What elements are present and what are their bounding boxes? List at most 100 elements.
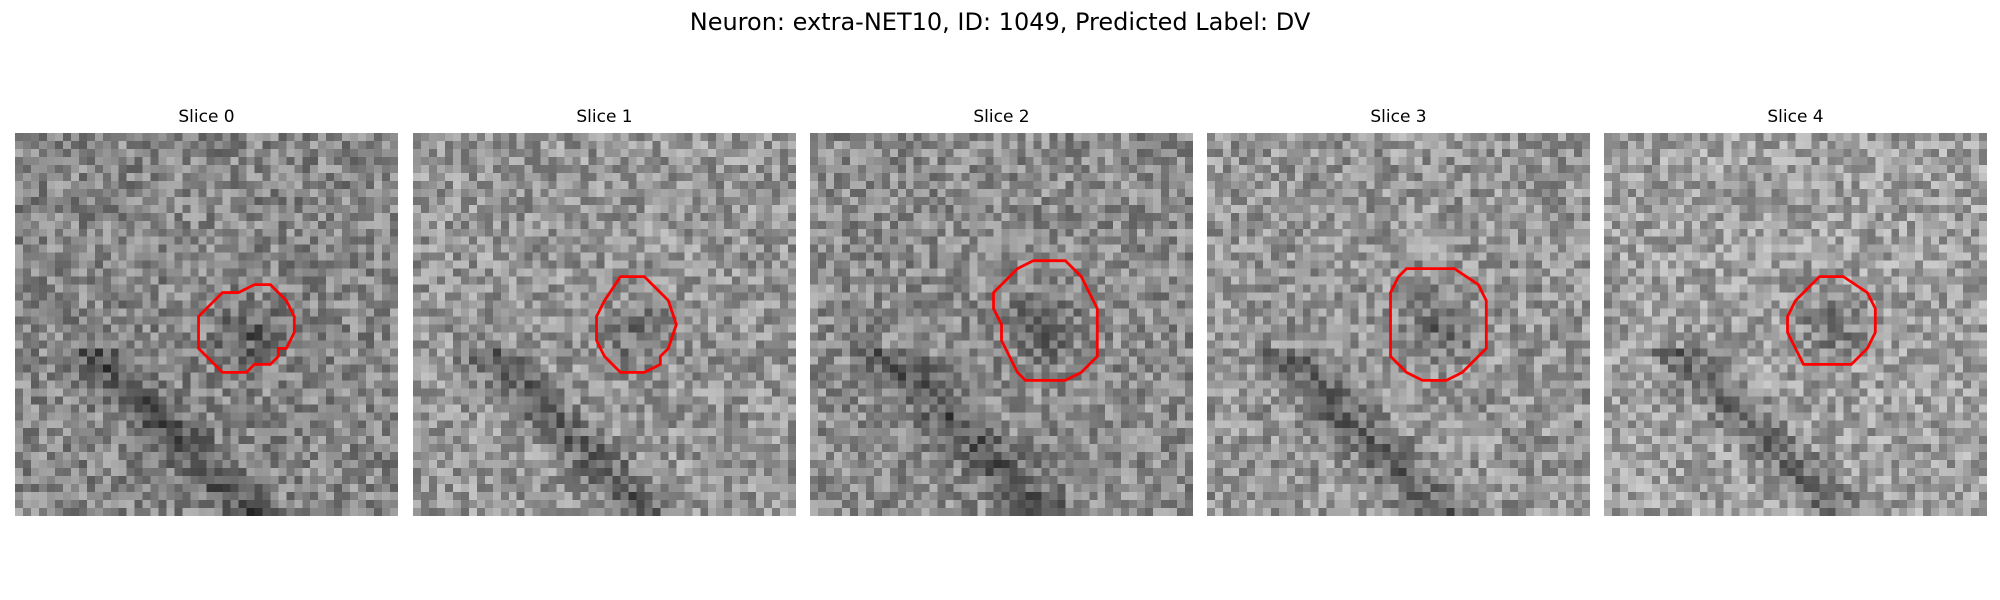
pixel [444, 300, 454, 309]
pixel [865, 148, 874, 158]
pixel [174, 236, 183, 245]
pixel [817, 156, 827, 166]
pixel [420, 500, 430, 509]
pixel [716, 500, 725, 509]
pixel [246, 428, 255, 437]
pixel [460, 428, 470, 437]
pixel [724, 452, 733, 461]
pixel [38, 164, 48, 174]
pixel [190, 316, 199, 325]
pixel [1097, 133, 1106, 142]
pixel [772, 364, 781, 373]
pixel [350, 276, 359, 285]
pixel [190, 436, 199, 445]
pixel [206, 332, 215, 341]
pixel [382, 164, 391, 174]
pixel [676, 428, 685, 437]
pixel [15, 388, 24, 397]
pixel [22, 396, 32, 405]
pixel [460, 268, 470, 277]
pixel [516, 404, 525, 413]
pixel [413, 236, 422, 245]
pixel [540, 508, 549, 516]
pixel [318, 284, 327, 293]
pixel [564, 212, 573, 221]
pixel [413, 140, 422, 150]
pixel [652, 468, 661, 477]
pixel [182, 228, 191, 237]
pixel [86, 140, 95, 150]
pixel [366, 172, 375, 182]
pixel [294, 428, 303, 437]
pixel [708, 396, 717, 405]
pixel [294, 476, 303, 485]
pixel [764, 372, 773, 381]
pixel [94, 236, 103, 245]
pixel [716, 420, 725, 429]
pixel [460, 308, 470, 317]
pixel [676, 236, 685, 245]
pixel [604, 316, 613, 325]
pixel [1025, 164, 1034, 174]
pixel [222, 444, 231, 453]
pixel [660, 404, 669, 413]
pixel [764, 292, 773, 301]
pixel [580, 324, 589, 333]
pixel [86, 300, 95, 309]
pixel [628, 252, 637, 261]
pixel [612, 133, 621, 142]
pixel [150, 396, 159, 405]
pixel [772, 468, 781, 477]
pixel [604, 133, 613, 142]
pixel [508, 364, 517, 373]
pixel [358, 452, 367, 461]
pixel [270, 508, 279, 516]
pixel [374, 164, 383, 174]
pixel [684, 468, 693, 477]
pixel [350, 436, 359, 445]
pixel [278, 308, 287, 317]
pixel [126, 324, 135, 333]
pixel [70, 236, 79, 245]
pixel [484, 332, 493, 341]
pixel [660, 244, 669, 253]
pixel [166, 308, 175, 317]
pixel [206, 292, 215, 301]
pixel [230, 420, 239, 429]
pixel [772, 164, 781, 174]
pixel [700, 268, 709, 277]
pixel [238, 428, 247, 437]
pixel [484, 348, 493, 357]
pixel [660, 196, 669, 205]
pixel [1121, 180, 1130, 190]
pixel [740, 476, 749, 485]
pixel [350, 420, 359, 429]
pixel [652, 252, 661, 261]
pixel [110, 284, 119, 293]
pixel [214, 164, 223, 174]
pixel [254, 300, 263, 309]
pixel [748, 268, 757, 277]
pixel [660, 276, 669, 285]
pixel [350, 372, 359, 381]
pixel [993, 164, 1002, 174]
pixel [500, 412, 509, 421]
pixel [756, 228, 765, 237]
pixel [492, 228, 501, 237]
pixel [278, 420, 287, 429]
pixel [604, 372, 613, 381]
pixel [214, 204, 223, 213]
pixel [254, 452, 263, 461]
pixel [158, 420, 167, 429]
pixel [238, 492, 247, 501]
pixel [326, 284, 335, 293]
pixel [596, 276, 605, 285]
pixel [222, 452, 231, 461]
pixel [969, 172, 978, 182]
pixel [30, 252, 40, 261]
pixel [166, 292, 175, 301]
pixel [86, 492, 95, 501]
pixel [334, 252, 343, 261]
pixel [436, 412, 446, 421]
pixel [38, 204, 48, 213]
